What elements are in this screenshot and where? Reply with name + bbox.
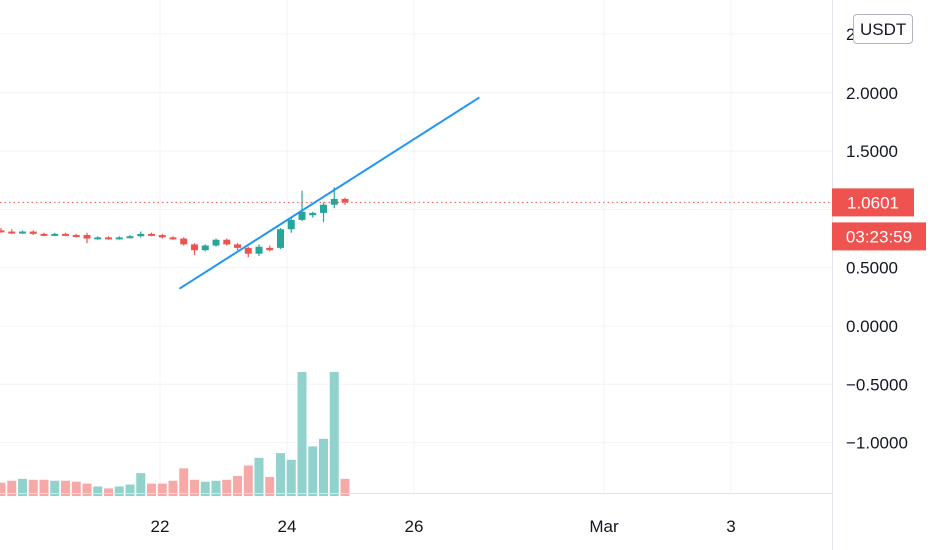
last-price-badge	[832, 188, 914, 217]
candle-body	[309, 212, 317, 216]
volume-bar	[190, 479, 199, 496]
candle-body	[212, 239, 220, 246]
candle-body	[137, 233, 145, 237]
candle-body	[201, 245, 209, 251]
price-tick-label: −1.0000	[846, 434, 908, 453]
price-scale[interactable]: 2.00001.50001.00000.50000.0000−0.5000−1.…	[846, 25, 908, 453]
candle-body	[148, 233, 155, 236]
candle-body	[40, 233, 48, 236]
candle-body	[126, 236, 134, 239]
volume-bar	[114, 486, 124, 496]
price-tick-label: 2	[846, 25, 855, 44]
volume-bar	[157, 483, 167, 496]
candle-body	[83, 235, 91, 239]
time-tick-label: 22	[151, 517, 170, 536]
volume-bar	[147, 483, 156, 496]
volume-bar	[7, 480, 17, 496]
volume-bar	[82, 483, 92, 496]
volume-bar	[200, 481, 210, 496]
candle-body	[169, 237, 177, 240]
candle-body	[94, 237, 102, 240]
volume-bar	[319, 438, 328, 496]
time-tick-label: 24	[278, 517, 297, 536]
countdown-badge	[832, 222, 926, 251]
candle-body	[72, 235, 80, 238]
candle-body	[62, 233, 69, 236]
volume-bar	[286, 459, 296, 496]
volume-bar	[211, 480, 221, 496]
price-tick-label: 0.0000	[846, 317, 898, 336]
volume-bar	[50, 480, 60, 496]
candle-body	[330, 198, 338, 205]
volume-bar	[265, 476, 275, 496]
price-tick-label: 2.0000	[846, 84, 898, 103]
grid	[0, 0, 832, 493]
volume-bars	[0, 372, 350, 496]
candle-body	[191, 244, 198, 251]
candlesticks	[0, 187, 349, 258]
time-tick-label: 3	[726, 517, 735, 536]
time-tick-label: 26	[405, 517, 424, 536]
time-scale[interactable]: 22 24 26 Mar 3	[151, 517, 736, 536]
volume-bar	[168, 480, 178, 496]
volume-bar	[71, 481, 81, 496]
volume-bar	[254, 457, 264, 496]
candle-body	[341, 198, 349, 203]
volume-bar	[125, 484, 135, 496]
price-tick-label: −0.5000	[846, 375, 908, 394]
currency-selector[interactable]: USDT	[853, 14, 914, 44]
currency-label: USDT	[860, 20, 907, 39]
volume-bar	[340, 478, 350, 496]
candle-body	[277, 229, 284, 248]
candle-body	[158, 235, 166, 238]
candle-body	[115, 237, 123, 240]
candle-body	[8, 231, 16, 234]
candle-body	[0, 230, 5, 233]
volume-bar	[243, 465, 253, 496]
candle-body	[234, 244, 241, 248]
candle-body	[29, 231, 37, 234]
volume-bar	[61, 480, 70, 496]
candle-body	[51, 233, 59, 236]
candle-body	[19, 231, 26, 234]
volume-bar	[329, 372, 339, 496]
candle-body	[320, 204, 327, 213]
bar-countdown-label: 03:23:59	[846, 227, 912, 246]
volume-bar	[308, 446, 318, 496]
candle-body	[287, 219, 295, 230]
price-tick-label: 1.5000	[846, 142, 898, 161]
volume-bar	[18, 478, 27, 496]
candle-body	[180, 238, 188, 245]
volume-bar	[0, 482, 6, 496]
volume-bar	[233, 475, 242, 496]
volume-bar	[179, 468, 189, 496]
volume-bar	[222, 479, 232, 496]
volume-bar	[93, 486, 103, 496]
candle-body	[266, 247, 274, 251]
candle-body	[223, 239, 231, 245]
candle-body	[105, 237, 112, 240]
volume-bar	[276, 453, 285, 496]
volume-bar	[297, 372, 307, 496]
candle-body	[298, 211, 306, 220]
trendline[interactable]	[178, 96, 480, 290]
candle-body	[244, 247, 252, 254]
volume-bar	[28, 479, 38, 496]
volume-bar	[136, 473, 146, 496]
price-tick-label: 0.5000	[846, 259, 898, 278]
last-price-label: 1.0601	[847, 193, 899, 212]
volume-bar	[39, 479, 49, 496]
volume-bar	[104, 488, 113, 496]
candle-body	[255, 246, 263, 254]
time-tick-label: Mar	[589, 517, 619, 536]
